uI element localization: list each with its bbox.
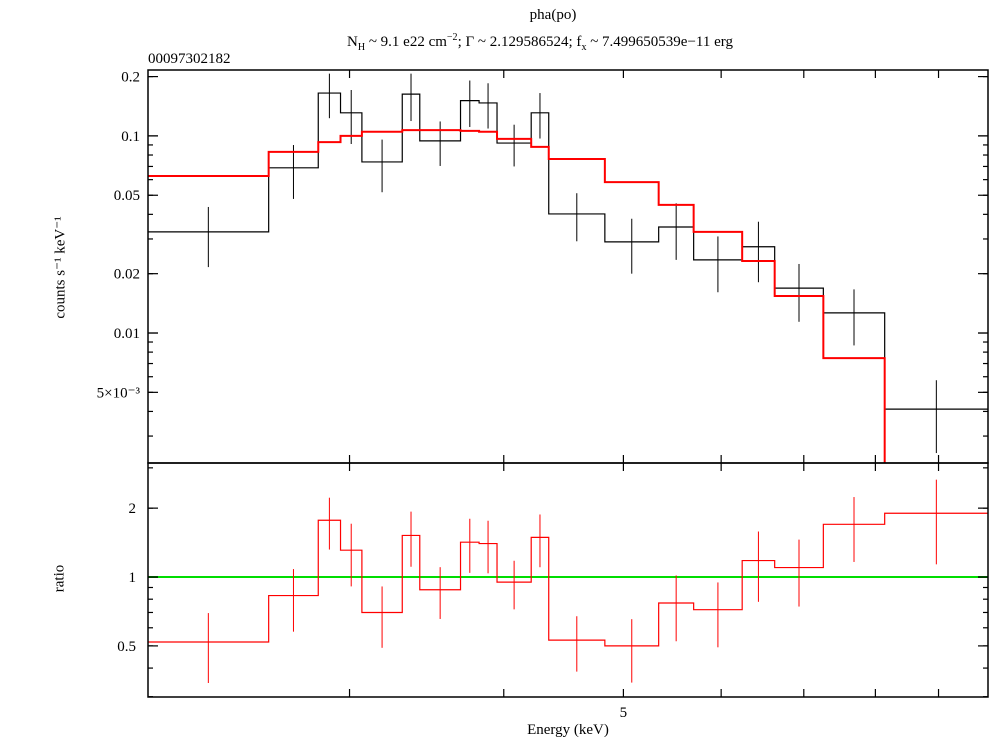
y-tick-label: 0.05 [114,188,140,204]
ratio-panel [148,479,988,683]
fx-subscript: x [581,42,587,53]
y-tick-label: 5×10⁻³ [97,385,141,401]
chart-subtitle: NH ~ 9.1 e22 cm−2; Γ ~ 2.129586524; fx ~… [0,32,990,53]
y-tick-label: 0.02 [114,267,140,283]
nh-symbol: N [346,34,358,50]
data-histogram [148,92,988,410]
nh-unit-exponent: −2 [446,32,458,43]
y-tick-label: 0.01 [114,326,140,342]
chart-title: pha(po) [529,7,577,23]
gamma-value: ; Γ ~ 2.129586524; f [457,34,582,50]
nh-subscript: H [357,42,366,53]
x-axis-label: Energy (keV) [527,722,609,738]
y-tick-label: 0.1 [121,129,140,145]
y-tick-label: 1 [129,570,137,586]
spectrum-frame [147,69,989,464]
y-tick-label: 2 [129,501,137,517]
nh-value: ~ 9.1 e22 cm [365,34,447,50]
observation-id: 00097302182 [148,51,231,67]
flux-value: ~ 7.499650539e−11 erg [586,34,733,50]
model-histogram [148,129,886,463]
y-tick-label: 0.5 [117,639,136,655]
spectrum-panel [148,73,988,463]
y-tick-label: 0.2 [121,70,140,86]
x-tick-label: 5 [620,705,628,721]
ratio-frame [147,462,989,698]
ratio-histogram [148,512,988,647]
